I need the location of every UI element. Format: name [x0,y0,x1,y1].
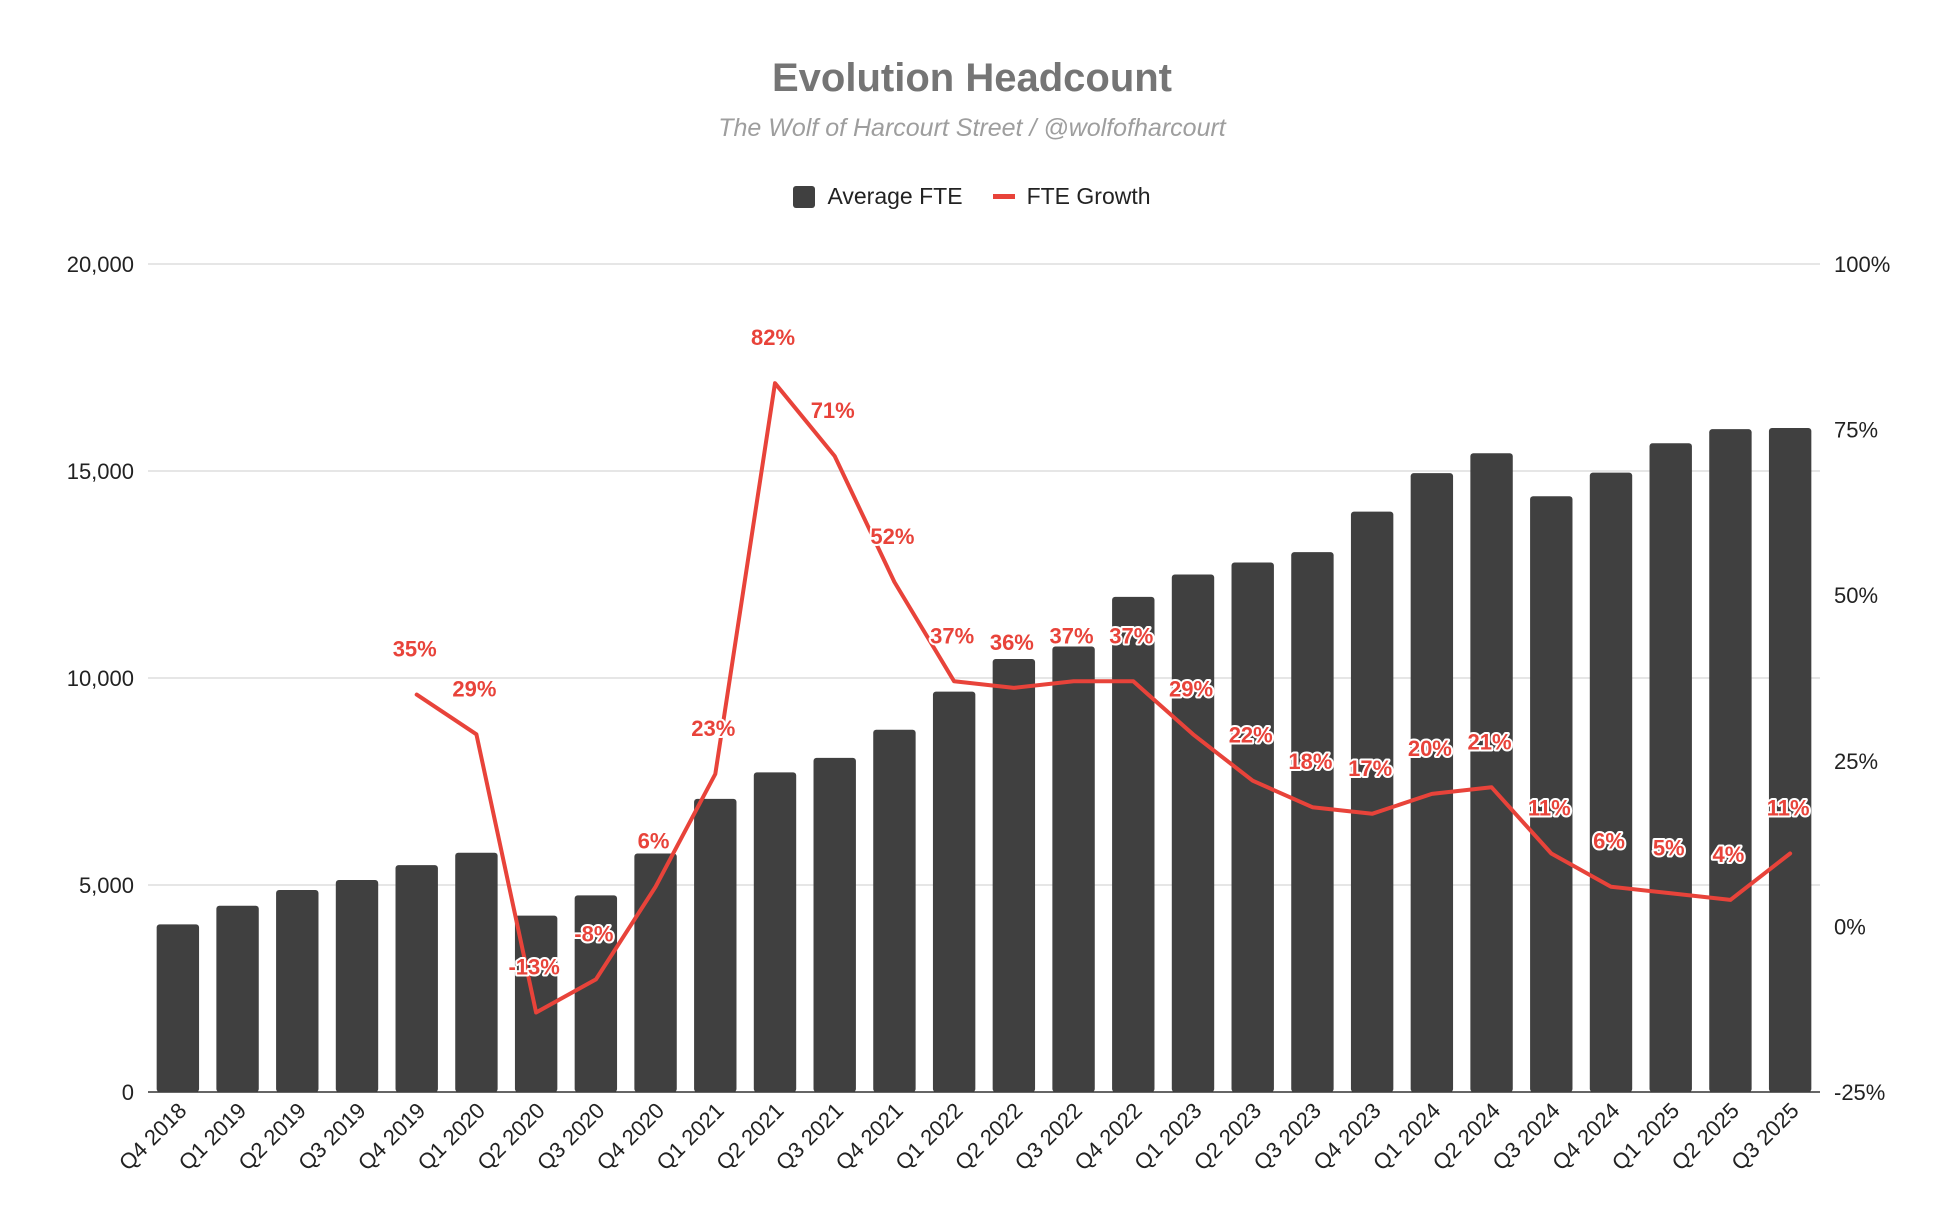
left-axis-tick-label: 10,000 [67,666,134,691]
growth-data-label: 37% [1050,623,1094,648]
growth-data-label: 37% [1109,623,1153,648]
bar [634,853,677,1092]
bar [1171,574,1215,1092]
growth-data-label: 29% [452,676,496,701]
legend-swatch-line [992,194,1015,199]
bar [873,729,916,1092]
growth-data-label: 21% [1468,729,1512,754]
bar [1291,552,1334,1092]
growth-line [414,381,1793,1015]
legend-item-average-fte: Average FTE [793,183,963,210]
legend-label-fte-growth: FTE Growth [1026,183,1151,209]
right-axis-tick-label: 100% [1834,252,1890,277]
growth-data-label: -8% [574,921,613,946]
growth-data-label: 22% [1229,723,1273,748]
growth-data-label: 11% [1767,796,1810,821]
bar [1530,496,1573,1092]
bar [1709,429,1752,1092]
bar [694,798,737,1092]
bar [455,852,498,1092]
growth-data-label: -13% [508,955,559,980]
legend-label-average-fte: Average FTE [827,183,963,209]
growth-data-label: 29% [1169,676,1213,701]
chart-title: Evolution Headcount [772,56,1172,100]
bar [574,895,618,1092]
bar [813,757,856,1092]
bar [1649,443,1692,1093]
bar [753,772,797,1092]
bar [335,880,379,1092]
right-axis-tick-label: 50% [1834,583,1878,608]
growth-data-label: 17% [1348,756,1392,781]
growth-data-label: 35% [393,637,437,662]
growth-data-label: 23% [691,716,735,741]
bar [1052,646,1095,1092]
left-axis-tick-label: 15,000 [67,459,134,484]
bar [1350,511,1394,1092]
right-axis-tick-label: 75% [1834,418,1878,443]
left-axis-tick-label: 20,000 [67,252,134,277]
bar [276,889,319,1092]
growth-data-label: 82% [751,325,795,350]
legend-item-fte-growth: FTE Growth [992,183,1151,210]
chart-subtitle: The Wolf of Harcourt Street / @wolfofhar… [718,114,1226,142]
bar [156,924,200,1092]
right-axis-tick-label: 25% [1834,749,1878,774]
bar [395,865,438,1092]
bar [1112,596,1155,1092]
growth-data-label: 4% [1713,842,1745,867]
left-axis-tick-label: 5,000 [79,873,134,898]
bar [1470,453,1513,1092]
x-axis-tick-label: Q3 2025 [1726,1098,1803,1175]
left-axis-tick-label: 0 [122,1080,134,1105]
right-axis-tick-label: 0% [1834,914,1866,939]
growth-data-label: 36% [990,630,1034,655]
bar [1589,472,1633,1092]
growth-data-label: 20% [1408,736,1452,761]
growth-data-label: 5% [1653,835,1685,860]
growth-data-label: 37% [930,623,974,648]
legend: Average FTE FTE Growth [0,183,1944,210]
growth-data-label: 6% [1593,829,1625,854]
growth-data-label: 71% [811,398,855,423]
bar [1768,427,1812,1093]
bar [992,658,1036,1092]
growth-data-label: 52% [870,524,914,549]
bar [1410,473,1454,1092]
right-axis-tick-label: -25% [1834,1080,1885,1105]
legend-swatch-bar [793,185,816,208]
bar [1231,562,1274,1092]
bar [932,691,976,1092]
growth-data-label: 11% [1528,796,1571,821]
growth-data-label: 18% [1288,749,1332,774]
growth-data-label: 6% [638,829,670,854]
bar [216,905,259,1092]
